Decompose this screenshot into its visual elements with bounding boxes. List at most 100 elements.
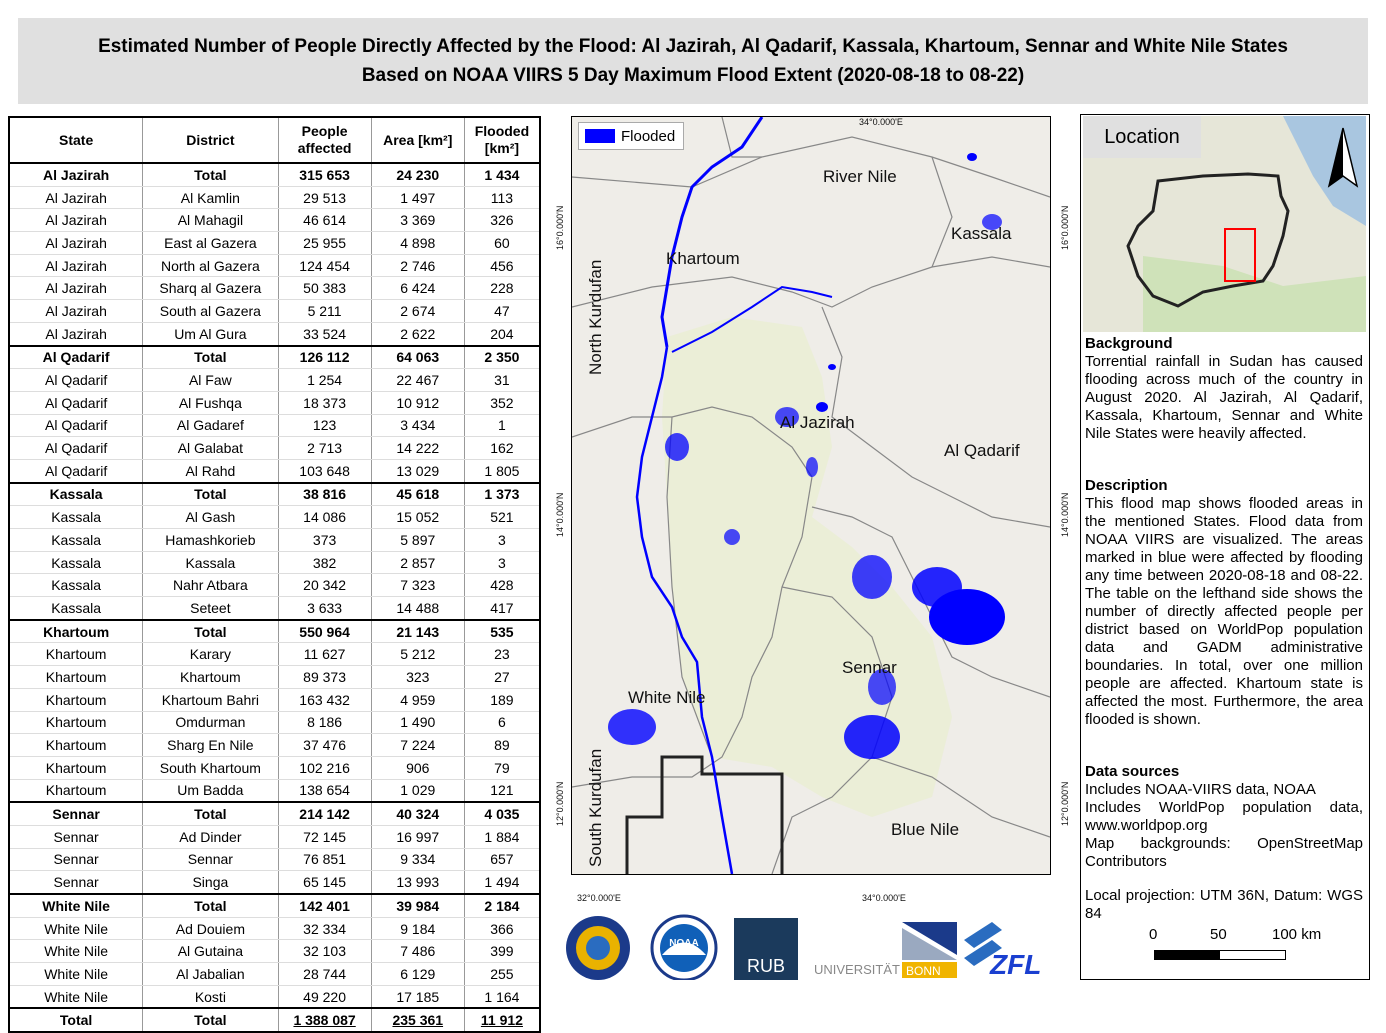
background-section: Background Torrential rainfall in Sudan …	[1085, 335, 1363, 443]
cell-area: 906	[370, 756, 465, 780]
cell-area: 2 674	[370, 299, 465, 323]
cell-flooded: 255	[463, 962, 541, 986]
cell-area: 6 424	[370, 276, 465, 301]
table-row: Al Jazirah Al Kamlin 29 513 1 497 113	[8, 186, 541, 210]
cell-people: 1 254	[277, 368, 372, 392]
cell-district: Um Al Gura	[142, 322, 279, 347]
cell-state: White Nile	[8, 962, 144, 986]
table-row: Kassala Nahr Atbara 20 342 7 323 428	[8, 573, 541, 598]
label-north-kurdufan: North Kurdufan	[586, 259, 605, 375]
grand-cell-area: 235 361	[370, 1007, 465, 1033]
cell-flooded: 3	[463, 551, 541, 575]
svg-text:ZFL: ZFL	[989, 949, 1041, 980]
cell-state: White Nile	[8, 917, 144, 941]
table-row: Sennar Sennar 76 851 9 334 657	[8, 848, 541, 872]
cell-flooded: 1 805	[463, 459, 541, 484]
cell-area: 10 912	[370, 391, 465, 415]
cell-flooded: 1	[463, 414, 541, 438]
cell-people: 214 142	[277, 801, 372, 826]
table-row: Al Jazirah Al Mahagil 46 614 3 369 326	[8, 208, 541, 233]
title-line-2: Based on NOAA VIIRS 5 Day Maximum Flood …	[361, 65, 1025, 86]
cell-district: Kassala	[142, 551, 279, 575]
cell-area: 4 898	[370, 231, 465, 255]
table-row: Khartoum Sharg En Nile 37 476 7 224 89	[8, 733, 541, 757]
table-row: Khartoum Karary 11 627 5 212 23	[8, 642, 541, 667]
label-sennar: Sennar	[842, 658, 897, 677]
cell-district: Al Jabalian	[142, 962, 279, 986]
cell-flooded: 1 494	[463, 870, 541, 895]
label-south-kurdufan: South Kurdufan	[586, 748, 605, 867]
cell-people: 20 342	[277, 573, 372, 598]
cell-area: 14 222	[370, 436, 465, 460]
cell-people: 163 432	[277, 688, 372, 712]
table-row: Al Jazirah East al Gazera 25 955 4 898 60	[8, 231, 541, 255]
table-row: Kassala Hamashkorieb 373 5 897 3	[8, 528, 541, 552]
cell-district: Singa	[142, 870, 279, 895]
col-district: District	[142, 116, 279, 164]
legend-flooded-label: Flooded	[621, 127, 676, 145]
flood-patches	[608, 153, 1005, 759]
table-row: White Nile Kosti 49 220 17 185 1 164	[8, 985, 541, 1009]
cell-flooded: 27	[463, 665, 541, 689]
cell-people: 124 454	[277, 254, 372, 278]
table-row: Sennar Ad Dinder 72 145 16 997 1 884	[8, 825, 541, 849]
table-row: Khartoum Um Badda 138 654 1 029 121	[8, 779, 541, 803]
label-khartoum: Khartoum	[666, 249, 740, 268]
geo-logo-icon	[566, 916, 630, 980]
cell-people: 123	[277, 414, 372, 438]
table-total-row: White Nile Total 142 401 39 984 2 184	[8, 892, 541, 918]
col-state: State	[8, 116, 144, 164]
table-row: Al Jazirah Sharq al Gazera 50 383 6 424 228	[8, 276, 541, 301]
table-row: White Nile Al Jabalian 28 744 6 129 255	[8, 962, 541, 986]
table-row: Kassala Kassala 382 2 857 3	[8, 551, 541, 575]
sources-section: Data sources Includes NOAA-VIIRS data, N…	[1085, 763, 1363, 871]
cell-state: Khartoum	[8, 711, 144, 735]
cell-area: 22 467	[370, 368, 465, 392]
cell-district: Nahr Atbara	[142, 573, 279, 598]
cell-area: 3 369	[370, 208, 465, 233]
cell-flooded: 428	[463, 573, 541, 598]
map-title: Estimated Number of People Directly Affe…	[18, 18, 1368, 104]
logo-strip: NOAA RUB UNIVERSITÄT BONN ZFL	[562, 910, 1052, 982]
sources-heading: Data sources	[1085, 763, 1180, 780]
grid-lat-12-right: 12°0.000'N	[1060, 781, 1070, 826]
sources-line-2: Includes WorldPop population data, www.w…	[1085, 799, 1363, 834]
cell-district: Total	[142, 344, 279, 370]
cell-state: Kassala	[8, 528, 144, 552]
cell-district: Karary	[142, 642, 279, 667]
cell-flooded: 535	[463, 618, 541, 644]
cell-district: Khartoum	[142, 665, 279, 689]
cell-area: 1 497	[370, 186, 465, 210]
cell-flooded: 79	[463, 756, 541, 780]
svg-text:RUB: RUB	[747, 956, 785, 976]
cell-district: Al Gutaina	[142, 939, 279, 964]
cell-people: 89 373	[277, 665, 372, 689]
cell-state: Khartoum	[8, 779, 144, 803]
study-region	[662, 317, 952, 817]
cell-state: White Nile	[8, 939, 144, 964]
grid-lat-16-left: 16°0.000'N	[555, 205, 565, 250]
scale-bar: 0 50 100 km	[1140, 926, 1340, 966]
cell-area: 9 334	[370, 848, 465, 872]
grid-bottom-lon-left: 32°0.000'E	[577, 893, 621, 903]
label-al-qadarif: Al Qadarif	[944, 441, 1020, 460]
cell-flooded: 1 884	[463, 825, 541, 849]
rub-logo-icon: RUB	[734, 918, 798, 980]
cell-people: 126 112	[277, 344, 372, 370]
cell-flooded: 456	[463, 254, 541, 278]
grid-bottom-lon-right: 34°0.000'E	[862, 893, 906, 903]
cell-state: Kassala	[8, 481, 144, 507]
cell-district: Al Kamlin	[142, 186, 279, 210]
cell-people: 29 513	[277, 186, 372, 210]
cell-flooded: 31	[463, 368, 541, 392]
cell-state: Kassala	[8, 551, 144, 575]
cell-area: 24 230	[370, 163, 465, 187]
cell-flooded: 521	[463, 505, 541, 529]
cell-flooded: 1 373	[463, 481, 541, 507]
scale-tick-50: 50	[1210, 926, 1227, 943]
table-row: Al Jazirah South al Gazera 5 211 2 674 47	[8, 299, 541, 323]
cell-people: 72 145	[277, 825, 372, 849]
cell-people: 14 086	[277, 505, 372, 529]
table-header-row: State District People affected Area [km²]…	[8, 116, 541, 164]
cell-flooded: 228	[463, 276, 541, 301]
